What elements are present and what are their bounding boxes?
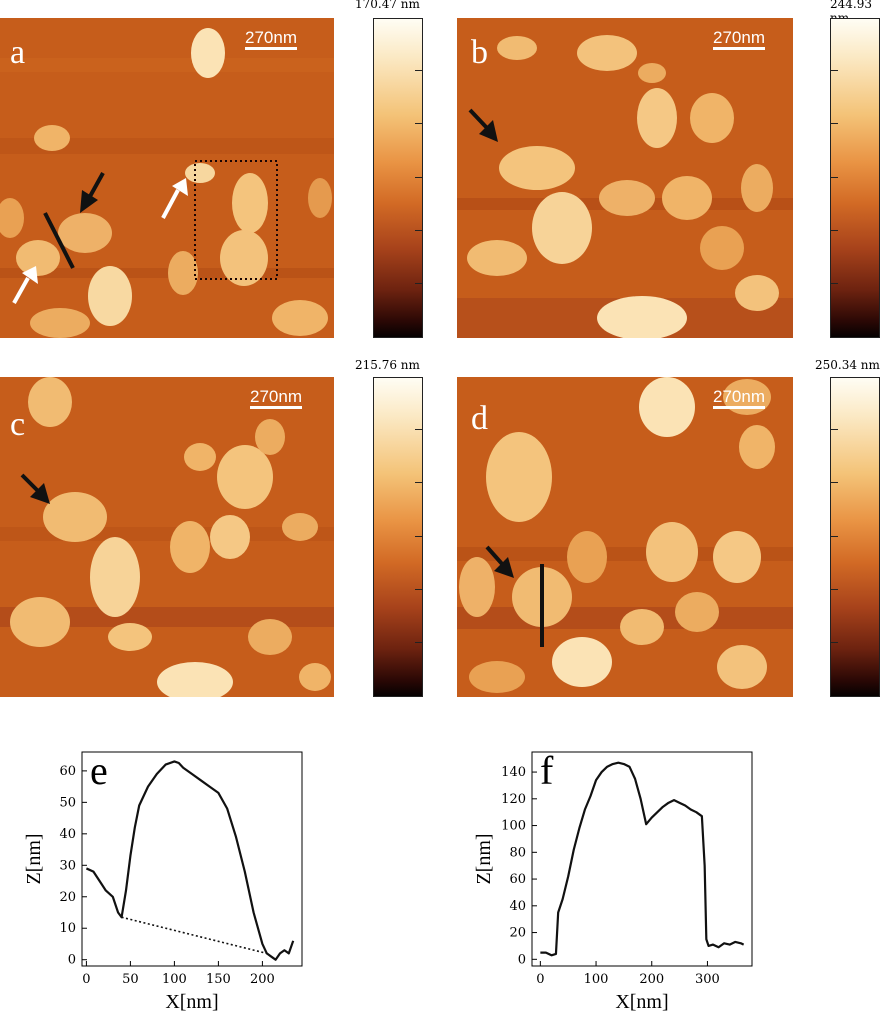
x-tick-label: 100 [162, 972, 187, 987]
y-axis-label: Z[nm] [473, 833, 495, 884]
y-tick-label: 100 [501, 819, 526, 834]
x-axis-label: X[nm] [615, 991, 668, 1013]
colorbar-b [830, 18, 880, 338]
y-tick-label: 60 [509, 872, 526, 887]
x-tick-label: 100 [584, 972, 609, 987]
scale-bar-label: 270nm [245, 28, 297, 47]
panel-label: c [10, 406, 26, 443]
y-tick-label: 20 [509, 926, 526, 941]
profile-line [540, 761, 745, 957]
y-tick-label: 40 [509, 899, 526, 914]
colorbar-c [373, 377, 423, 697]
height-profile-chart-e: 0 50 100 150 200 0 10 20 30 40 50 60 e X[nm] Z[nm] [23, 748, 303, 1013]
y-tick-label: 30 [59, 858, 76, 873]
afm-image-a-texture [0, 18, 334, 338]
arrow-icon [161, 178, 188, 219]
y-tick-label: 40 [59, 827, 76, 842]
colorbar-a [373, 18, 423, 338]
plot-frame [81, 751, 303, 967]
afm-image-d-texture [457, 377, 793, 697]
afm-image-d: d 270nm [457, 377, 793, 697]
y-tick-label: 50 [59, 795, 76, 810]
arrow-icon [80, 172, 105, 213]
afm-image-b: b 270nm [457, 18, 793, 338]
colorbar-max-label: 170.47 nm [355, 0, 420, 11]
arrow-icon [468, 108, 498, 142]
afm-image-c: c 270nm [0, 377, 334, 697]
y-axis-label: Z[nm] [23, 833, 45, 884]
x-tick-label: 300 [695, 972, 720, 987]
y-tick-label: 60 [59, 764, 76, 779]
colorbar-d [830, 377, 880, 697]
plot-frame [531, 751, 753, 967]
x-tick-label: 0 [536, 972, 544, 987]
height-profile-chart-f: 0 100 200 300 0 20 40 60 80 100 120 140 f X[nm] Z[nm] [473, 748, 753, 1013]
y-tick-label: 10 [59, 921, 76, 936]
profile-line [85, 760, 295, 961]
y-tick-label: 20 [59, 890, 76, 905]
x-tick-label: 200 [250, 972, 275, 987]
x-tick-label: 0 [82, 972, 90, 987]
arrow-icon [485, 545, 514, 578]
scale-bar: 270nm [250, 387, 302, 409]
scale-bar: 270nm [713, 387, 765, 409]
afm-image-b-texture [457, 18, 793, 338]
x-tick-label: 150 [206, 972, 231, 987]
arrow-icon [20, 473, 50, 504]
y-tick-label: 120 [501, 792, 526, 807]
x-tick-label: 200 [639, 972, 664, 987]
panel-label: a [10, 34, 26, 71]
afm-image-c-texture [0, 377, 334, 697]
panel-label: b [471, 34, 488, 71]
baseline-dotted-line [121, 916, 267, 955]
scale-bar-label: 270nm [250, 387, 302, 406]
scale-bar: 270nm [713, 28, 765, 50]
y-tick-label: 80 [509, 845, 526, 860]
scale-bar: 270nm [245, 28, 297, 50]
arrow-icon [12, 266, 38, 304]
x-tick-label: 50 [122, 972, 139, 987]
colorbar-max-label: 215.76 nm [355, 358, 420, 372]
y-tick-label: 0 [518, 952, 526, 967]
panel-label: e [90, 748, 108, 793]
y-tick-label: 0 [68, 953, 76, 968]
panel-label: d [471, 400, 488, 437]
x-axis-label: X[nm] [165, 991, 218, 1013]
scale-bar-label: 270nm [713, 387, 765, 406]
scale-bar-label: 270nm [713, 28, 765, 47]
y-tick-label: 140 [501, 765, 526, 780]
colorbar-max-label: 250.34 nm [815, 358, 880, 372]
panel-label: f [540, 748, 554, 793]
afm-image-a: a 270nm [0, 18, 334, 338]
